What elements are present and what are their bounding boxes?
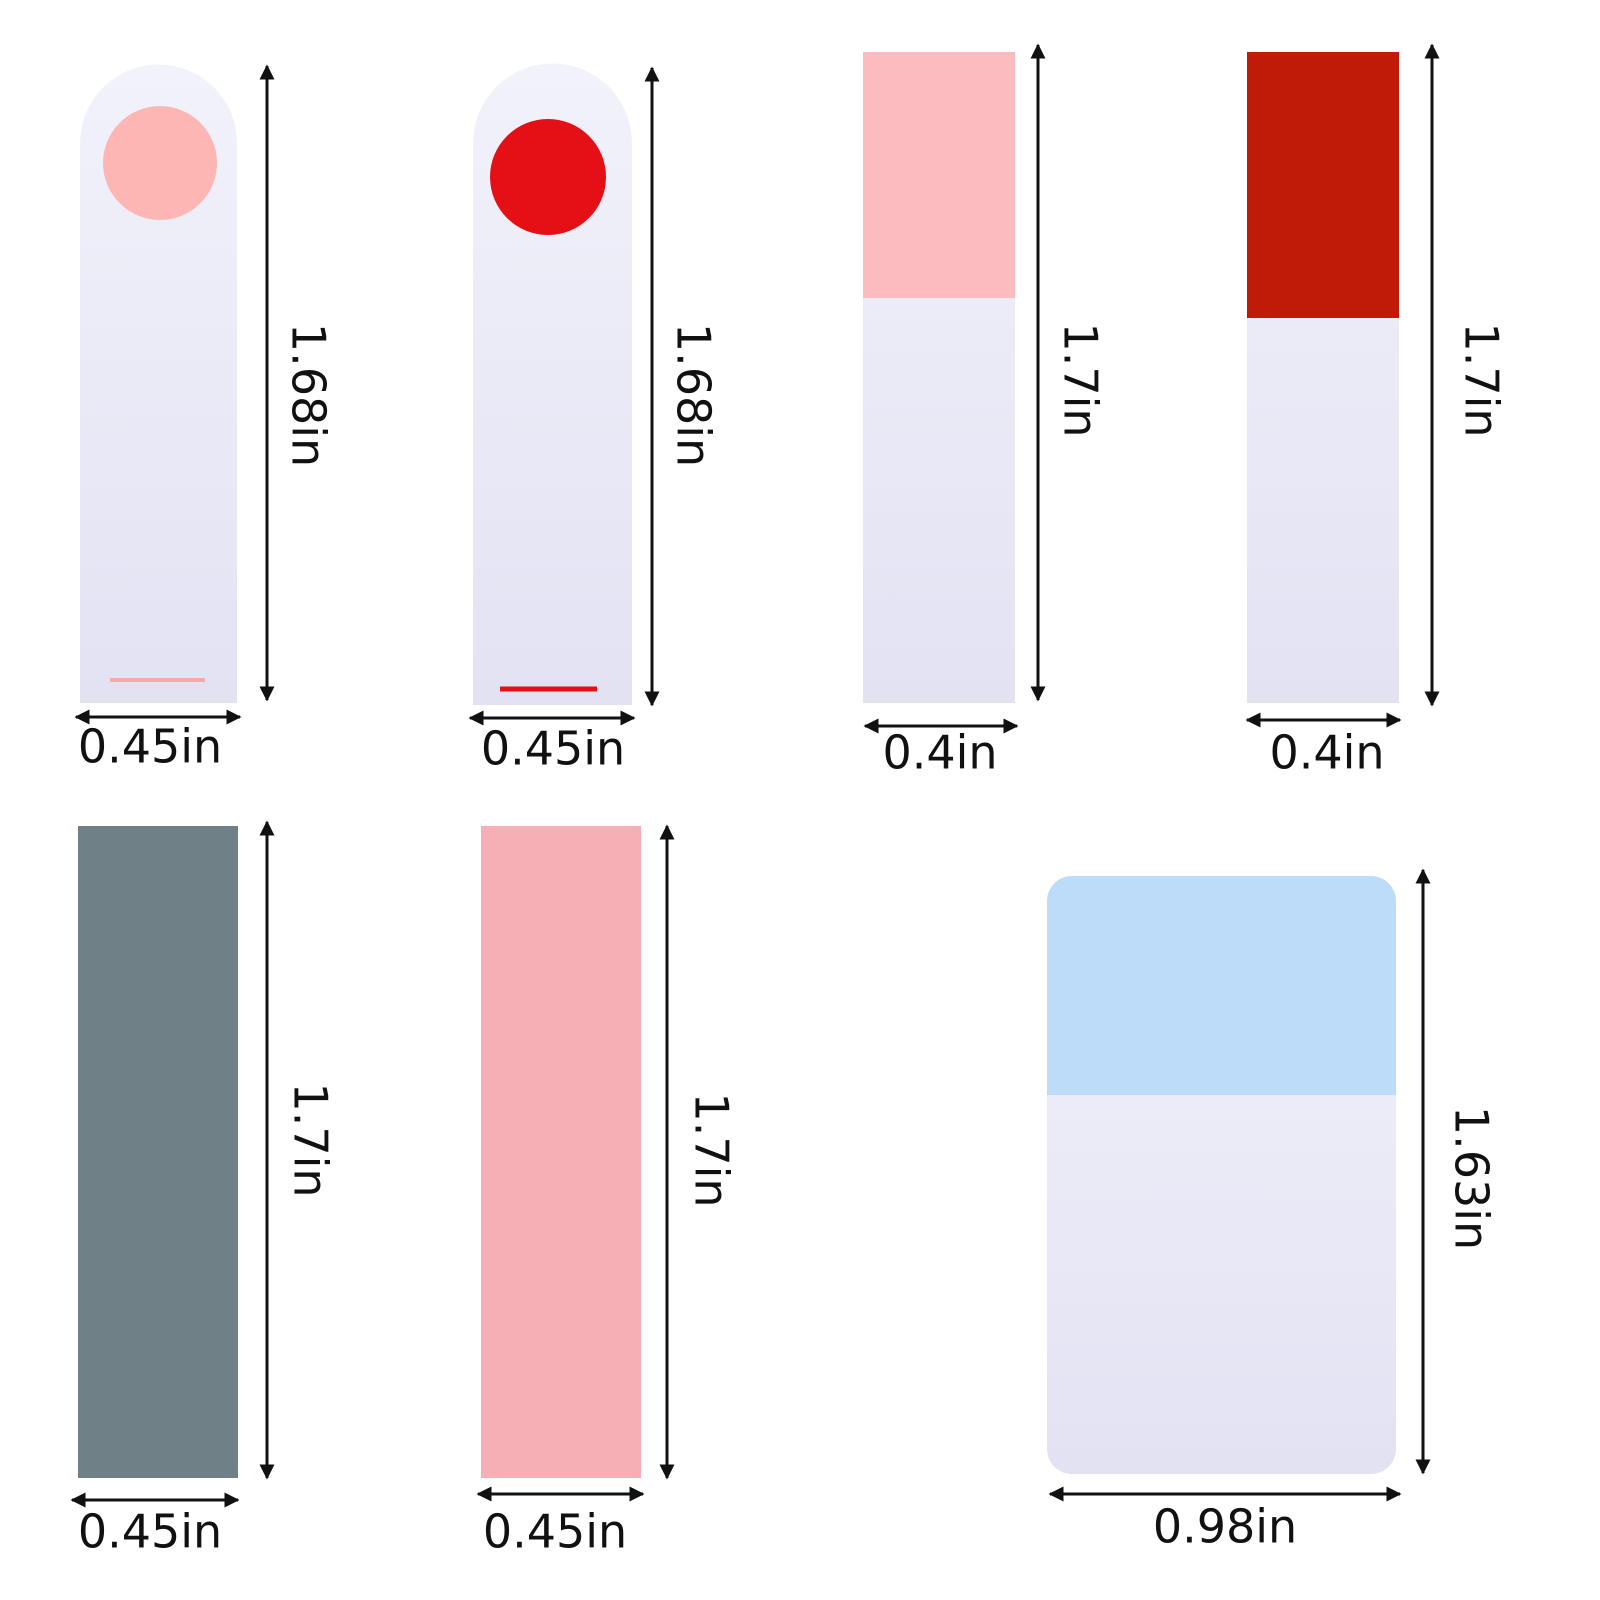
width-label: 0.4in <box>882 726 997 780</box>
width-label: 0.98in <box>1153 1500 1297 1554</box>
tab-pink-top <box>863 52 1015 703</box>
height-label: 1.7in <box>1455 322 1509 437</box>
height-label: 1.7in <box>284 1082 338 1197</box>
width-label: 0.45in <box>78 1505 222 1559</box>
width-label: 0.4in <box>1269 726 1384 780</box>
tab-pink <box>481 826 641 1478</box>
height-label: 1.68in <box>667 323 721 467</box>
tab-round-pink <box>80 64 237 704</box>
width-label: 0.45in <box>78 720 222 774</box>
height-label: 1.63in <box>1445 1106 1499 1250</box>
tab-red-top <box>1247 52 1399 703</box>
height-label: 1.7in <box>1054 322 1108 437</box>
width-label: 0.45in <box>481 722 625 776</box>
tab-round-red <box>473 63 632 706</box>
tab-blue-top <box>1047 876 1396 1474</box>
height-label: 1.7in <box>685 1092 739 1207</box>
tab-grey <box>78 826 238 1478</box>
width-label: 0.45in <box>483 1505 627 1559</box>
height-label: 1.68in <box>282 323 336 467</box>
